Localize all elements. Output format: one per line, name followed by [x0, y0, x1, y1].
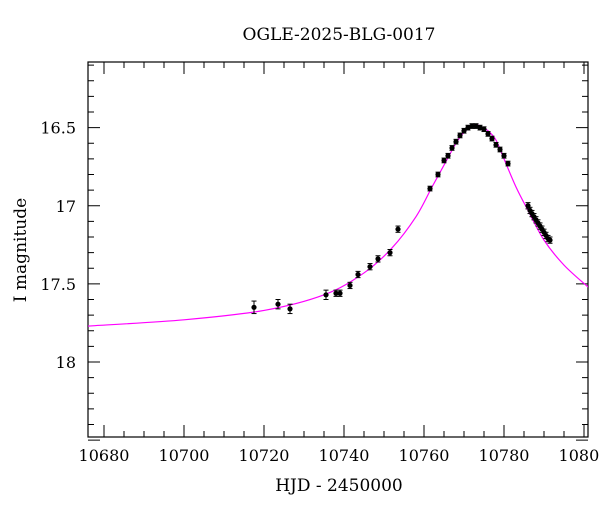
x-tick-label: 10740 [319, 446, 370, 465]
data-point [427, 185, 433, 192]
data-point [445, 152, 451, 159]
point-marker [481, 126, 487, 132]
x-tick-label: 10800 [559, 446, 600, 465]
data-point [497, 146, 503, 153]
data-point [547, 236, 553, 244]
data-point [347, 281, 353, 290]
y-tick-label: 16.5 [40, 119, 76, 138]
point-marker [449, 145, 455, 151]
tick-marks [88, 62, 588, 441]
y-tick-label: 17.5 [40, 275, 76, 294]
point-marker [457, 132, 463, 139]
point-marker [493, 142, 499, 148]
point-marker [337, 290, 343, 296]
data-point [251, 300, 257, 315]
y-axis-label: I magnitude [11, 198, 31, 302]
point-marker [489, 135, 495, 142]
point-marker [323, 292, 329, 298]
point-marker [497, 146, 503, 153]
point-marker [469, 123, 475, 129]
x-tick-label: 10760 [399, 446, 450, 465]
point-marker [453, 139, 459, 145]
model-curve [88, 123, 588, 327]
point-marker [287, 306, 293, 312]
data-point [449, 145, 455, 151]
x-tick-label: 10720 [239, 446, 290, 465]
y-tick-label: 17 [56, 197, 76, 216]
plot-frame [87, 61, 589, 438]
point-marker [395, 226, 401, 232]
point-marker [501, 153, 507, 159]
data-point [395, 225, 401, 233]
x-tick-label: 10700 [159, 446, 210, 465]
point-marker [347, 282, 353, 289]
point-marker [355, 271, 361, 278]
point-marker [505, 160, 511, 167]
point-marker [435, 171, 441, 178]
data-point [387, 249, 393, 257]
x-tick-label: 10680 [79, 446, 130, 465]
data-point [375, 255, 381, 263]
data-point [355, 270, 361, 279]
point-marker [465, 125, 471, 131]
point-marker [367, 264, 373, 270]
data-point [441, 157, 447, 164]
point-marker [441, 157, 447, 164]
data-point [435, 171, 441, 178]
x-axis-label: HJD - 2450000 [275, 476, 403, 496]
point-marker [547, 237, 553, 243]
data-point [477, 124, 483, 131]
point-marker [427, 185, 433, 192]
data-points [251, 123, 553, 315]
data-point [501, 152, 507, 159]
chart-title: OGLE-2025-BLG-0017 [243, 25, 436, 45]
x-tick-labels: 10680 10700 10720 10740 10760 10780 10800 [79, 446, 600, 465]
data-point [337, 289, 343, 297]
point-marker [477, 125, 483, 131]
plot-border [87, 61, 589, 438]
y-tick-labels: 16.5 17 17.5 18 [40, 119, 76, 372]
data-point [465, 124, 471, 131]
point-marker [251, 304, 257, 310]
point-marker [461, 128, 467, 134]
data-point [453, 138, 459, 145]
point-marker [275, 301, 281, 307]
point-marker [473, 123, 479, 129]
y-tick-label: 18 [56, 353, 76, 372]
data-point [461, 127, 467, 134]
data-point [323, 289, 329, 300]
point-marker [333, 290, 339, 296]
data-point [457, 132, 463, 139]
data-point [493, 141, 499, 148]
x-tick-label: 10780 [479, 446, 530, 465]
point-marker [375, 256, 381, 262]
data-point [485, 131, 491, 137]
data-point [489, 135, 495, 142]
data-point [481, 126, 487, 133]
point-marker [445, 153, 451, 159]
data-point [275, 299, 281, 310]
point-marker [387, 250, 393, 256]
data-point [505, 160, 511, 167]
data-point [287, 303, 293, 315]
point-marker [485, 131, 491, 137]
data-point [367, 263, 373, 271]
